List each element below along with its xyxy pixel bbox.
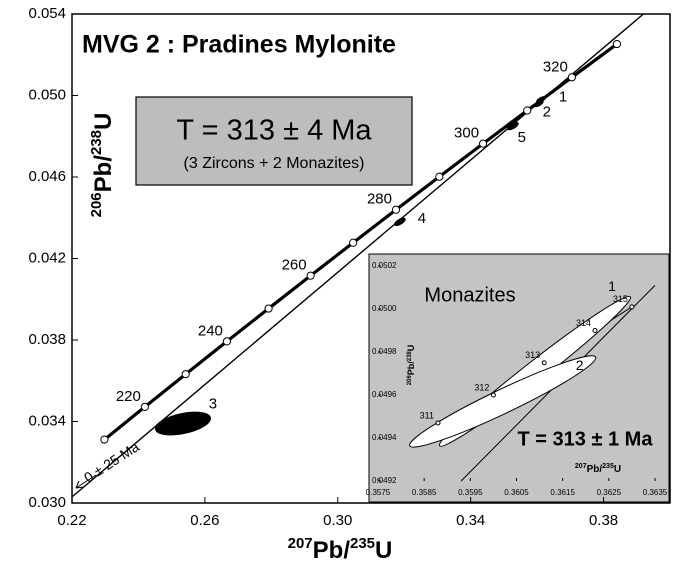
error-ellipse bbox=[507, 121, 519, 131]
age-point bbox=[592, 328, 598, 333]
y-tick-label: 0.054 bbox=[28, 5, 66, 22]
y-tick-label: 0.0496 bbox=[372, 390, 397, 399]
age-point bbox=[629, 304, 635, 310]
x-tick-label: 0.26 bbox=[190, 512, 219, 529]
result-box bbox=[135, 96, 413, 186]
error-ellipse bbox=[409, 355, 597, 448]
age-point bbox=[435, 172, 444, 181]
lbl: U bbox=[614, 464, 621, 475]
age-point bbox=[523, 106, 532, 115]
age-label: 280 bbox=[367, 191, 392, 208]
age-label: 313 bbox=[525, 350, 540, 360]
ellipse-label: 2 bbox=[576, 357, 584, 373]
age-point bbox=[140, 402, 149, 412]
sup: 206 bbox=[407, 375, 413, 386]
ellipse-label: 2 bbox=[543, 104, 551, 121]
y-tick-label: 0.042 bbox=[28, 249, 66, 266]
age-result: T = 313 ± 4 Ma bbox=[176, 115, 372, 147]
plot-clip bbox=[409, 284, 656, 482]
y-tick-label: 0.034 bbox=[28, 412, 66, 429]
inset-y-label: 206Pb/238U bbox=[406, 345, 416, 386]
marks: 0.030 0.034 0.038 0.042 0.046 0.050 0.054 0.22 0… bbox=[28, 5, 667, 529]
lbl: Pb/ bbox=[587, 464, 603, 475]
sup: 206 bbox=[88, 192, 105, 217]
age-point bbox=[391, 205, 401, 214]
y-tick-label: 0.0502 bbox=[372, 261, 397, 270]
y-tick-label: 0.0492 bbox=[372, 476, 397, 485]
age-point bbox=[541, 360, 547, 366]
y-tick-label: 0.038 bbox=[28, 331, 66, 348]
x-tick-label: 0.38 bbox=[589, 512, 618, 529]
age-label: 260 bbox=[282, 257, 307, 274]
sup: 235 bbox=[602, 463, 614, 470]
age-point bbox=[490, 392, 496, 398]
age-point bbox=[435, 420, 441, 426]
ellipse-label: 1 bbox=[559, 89, 567, 106]
ellipse-label: 3 bbox=[209, 396, 217, 413]
y-tick-label: 0.030 bbox=[28, 494, 66, 511]
arrow-head bbox=[75, 480, 85, 489]
ellipse-label: 4 bbox=[418, 210, 426, 227]
lbl: Pb/ bbox=[90, 155, 117, 193]
age-label: 315 bbox=[613, 294, 628, 304]
x-tick-label: 0.3595 bbox=[458, 488, 483, 497]
age-point bbox=[222, 337, 232, 346]
plot-clip bbox=[72, 14, 644, 498]
age-label: 320 bbox=[543, 58, 568, 75]
lbl: Pb/ bbox=[406, 361, 416, 376]
ellipse-label: 5 bbox=[518, 129, 526, 146]
age-point bbox=[348, 238, 358, 247]
lbl: Pb/ bbox=[313, 537, 351, 564]
x-tick-label: 0.3585 bbox=[412, 488, 437, 497]
x-axis-label: 207Pb/235U bbox=[288, 535, 393, 564]
age-point bbox=[478, 139, 488, 148]
x-tick-label: 0.22 bbox=[57, 512, 86, 529]
arrow bbox=[75, 474, 97, 489]
x-tick-label: 0.3615 bbox=[550, 488, 575, 497]
ellipse-label: 1 bbox=[608, 278, 616, 294]
age-point bbox=[612, 39, 622, 49]
age-label: 311 bbox=[420, 410, 434, 420]
age-point bbox=[181, 370, 190, 379]
x-tick-label: 0.3635 bbox=[643, 488, 668, 497]
sup: 235 bbox=[350, 535, 375, 552]
y-tick-label: 0.046 bbox=[28, 168, 66, 185]
x-tick-label: 0.34 bbox=[456, 512, 485, 529]
inset-result: T = 313 ± 1 Ma bbox=[518, 428, 654, 450]
lbl: U bbox=[90, 113, 117, 130]
inset-x-label: 207Pb/235U bbox=[575, 463, 621, 475]
age-label: 220 bbox=[116, 388, 141, 405]
y-tick-label: 0.050 bbox=[28, 86, 66, 103]
sup: 238 bbox=[88, 130, 105, 155]
lbl: U bbox=[375, 537, 392, 564]
age-label: 312 bbox=[474, 382, 489, 392]
age-label: 314 bbox=[576, 318, 591, 328]
age-point bbox=[264, 304, 273, 313]
sup: 238 bbox=[407, 351, 413, 362]
age-point bbox=[306, 271, 315, 280]
sup: 207 bbox=[288, 535, 313, 552]
x-tick-label: 0.30 bbox=[323, 512, 352, 529]
age-point bbox=[100, 435, 109, 444]
error-ellipse bbox=[154, 411, 211, 436]
x-tick-label: 0.3605 bbox=[504, 488, 529, 497]
error-ellipse bbox=[394, 217, 406, 227]
age-point bbox=[567, 73, 576, 82]
age-note: (3 Zircons + 2 Monazites) bbox=[184, 155, 365, 172]
chart-title: MVG 2 : Pradines Mylonite bbox=[82, 31, 396, 59]
x-tick-label: 0.3575 bbox=[366, 488, 391, 497]
lbl: U bbox=[406, 345, 416, 352]
y-tick-label: 0.0500 bbox=[372, 304, 397, 313]
y-tick-label: 0.0498 bbox=[372, 347, 397, 356]
inset-title: Monazites bbox=[424, 284, 515, 306]
error-ellipse bbox=[533, 100, 544, 108]
sup: 207 bbox=[575, 463, 587, 470]
y-tick-label: 0.0494 bbox=[372, 433, 397, 442]
y-axis-label: 206Pb/238U bbox=[88, 113, 117, 218]
x-tick-label: 0.3625 bbox=[597, 488, 622, 497]
age-label: 300 bbox=[454, 125, 479, 142]
age-label: 240 bbox=[198, 322, 223, 339]
